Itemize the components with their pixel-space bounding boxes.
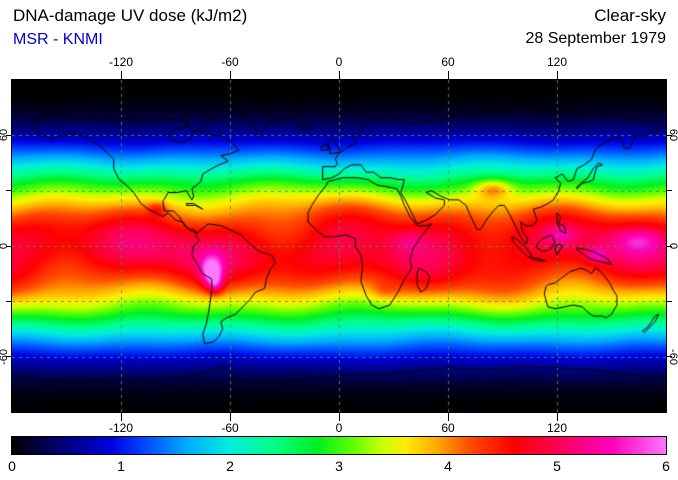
lat-tick-label-right: -60 (667, 348, 678, 365)
lon-tick-top (556, 71, 558, 79)
lon-tick-label-bottom: 60 (441, 421, 455, 435)
lon-tick-top (447, 71, 449, 79)
colorbar-tick-label: 0 (8, 458, 16, 474)
lon-tick-label-top: -120 (108, 55, 134, 69)
lon-tick-bottom (556, 413, 558, 421)
lon-tick-top (338, 71, 340, 79)
colorbar-canvas (12, 437, 666, 454)
lon-tick-label-top: -60 (221, 55, 239, 69)
colorbar-tick-label: 6 (662, 458, 670, 474)
lat-tick-right (667, 300, 672, 302)
lat-tick-left (6, 245, 11, 247)
lon-tick-label-top: 60 (441, 55, 455, 69)
lat-tick-label-left: 0 (0, 243, 10, 249)
lon-tick-bottom (120, 413, 122, 421)
sky-condition-label: Clear-sky (594, 6, 666, 25)
lon-tick-label-top: 120 (546, 55, 568, 69)
page-title: DNA-damage UV dose (kJ/m2) (13, 6, 248, 25)
lon-tick-bottom (338, 413, 340, 421)
lat-tick-right (667, 134, 672, 136)
colorbar-tick-label: 1 (117, 458, 125, 474)
colorbar-tick-label: 2 (226, 458, 234, 474)
date-label: 28 September 1979 (525, 30, 666, 47)
colorbar-tick-label: 3 (335, 458, 343, 474)
lon-tick-label-bottom: -120 (108, 421, 134, 435)
lat-tick-right (667, 245, 672, 247)
lat-tick-label-left: 60 (0, 129, 10, 142)
lon-tick-label-bottom: -60 (221, 421, 239, 435)
lat-tick-left (6, 356, 11, 358)
lat-tick-label-right: 0 (667, 242, 678, 250)
lat-tick-right (667, 356, 672, 358)
lat-tick-left (6, 190, 11, 192)
lon-tick-top (229, 71, 231, 79)
lon-tick-top (120, 71, 122, 79)
colorbar-tick-label: 5 (553, 458, 561, 474)
source-label: MSR - KNMI (13, 31, 103, 48)
lat-tick-label-left: -60 (0, 348, 10, 365)
lon-tick-bottom (229, 413, 231, 421)
lon-tick-label-bottom: 120 (546, 421, 568, 435)
lon-tick-label-top: 0 (335, 55, 343, 69)
lat-tick-left (6, 300, 11, 302)
lat-tick-right (667, 190, 672, 192)
lat-tick-left (6, 134, 11, 136)
uv-heatmap-canvas (12, 80, 666, 412)
lon-tick-label-bottom: 0 (335, 421, 343, 435)
lon-tick-bottom (447, 413, 449, 421)
colorbar-tick-label: 4 (444, 458, 452, 474)
world-map-frame (11, 79, 667, 413)
lat-tick-label-right: 60 (667, 129, 678, 142)
colorbar-frame (11, 436, 667, 455)
